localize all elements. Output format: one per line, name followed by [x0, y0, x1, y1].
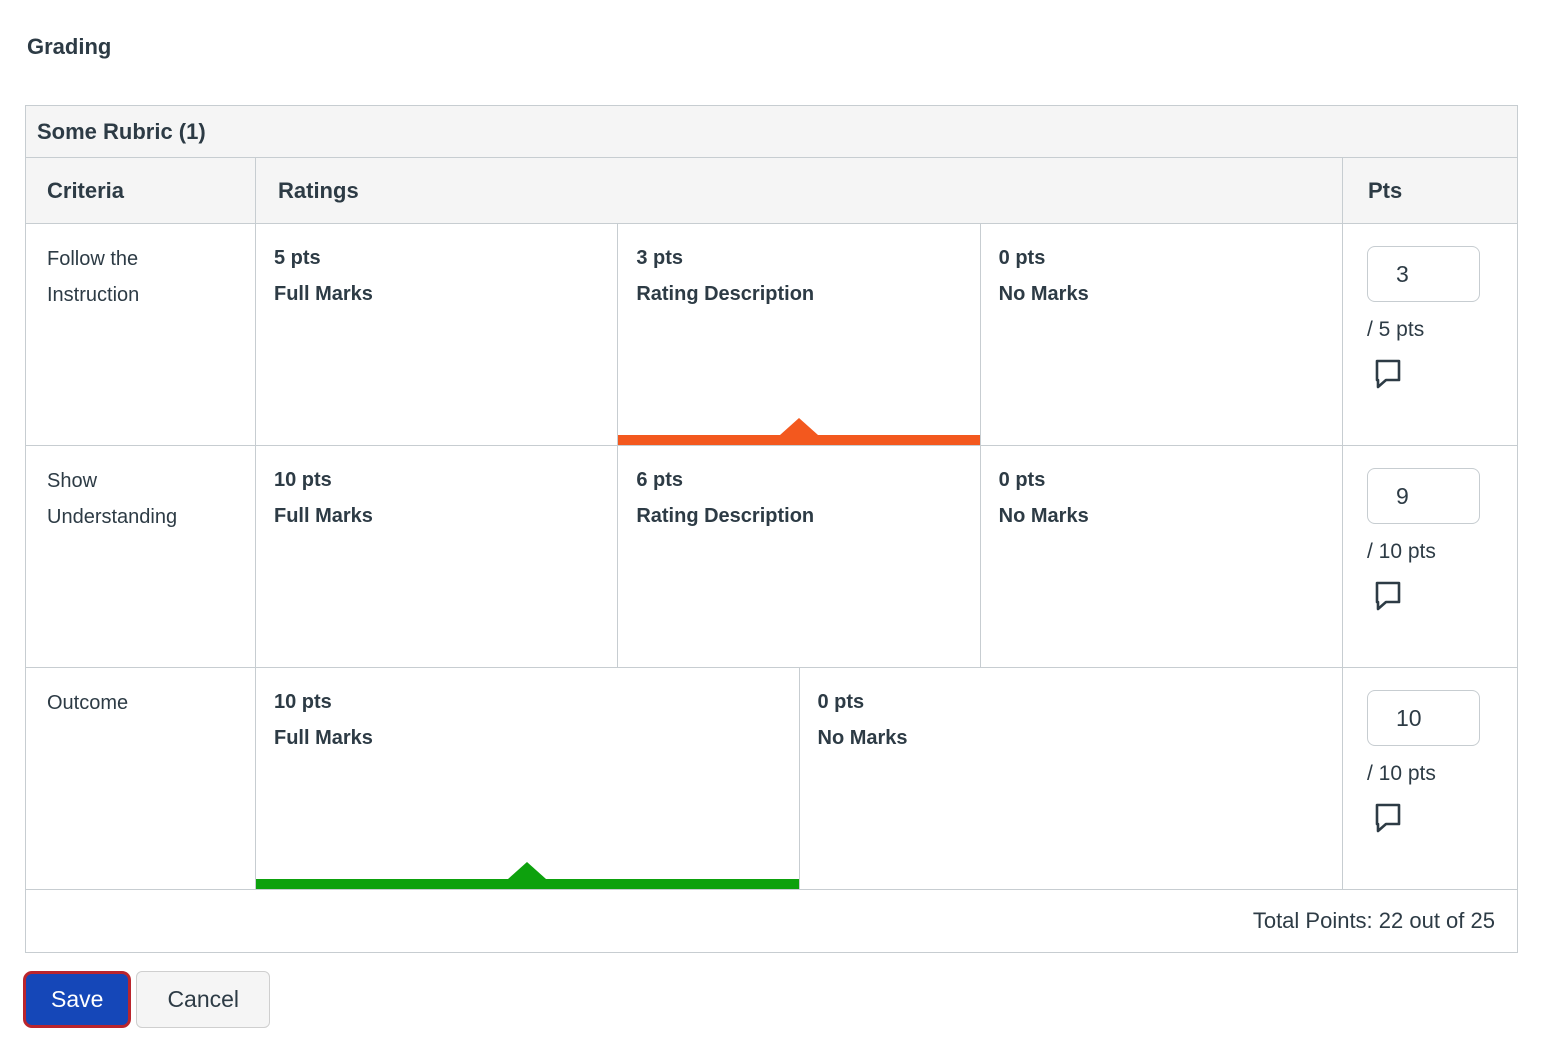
criterion-label: Follow the Instruction: [26, 224, 256, 445]
rating-label: No Marks: [817, 727, 908, 749]
page-title: Grading: [27, 34, 112, 59]
pts-cell: / 5 pts: [1342, 224, 1517, 445]
rating-cell-rating-description[interactable]: 6 pts Rating Description: [618, 446, 981, 667]
rating-points: 0 pts: [817, 691, 865, 713]
rating-points: 3 pts: [636, 247, 684, 269]
rubric-row-show-understanding: Show Understanding 10 pts Full Marks 6 p…: [26, 446, 1517, 668]
rating-label: Full Marks: [274, 505, 373, 527]
cancel-button[interactable]: Cancel: [136, 971, 271, 1028]
score-input[interactable]: [1367, 468, 1480, 524]
comment-bubble-icon: [1375, 803, 1401, 833]
rating-cell-rating-description[interactable]: 3 pts Rating Description: [618, 224, 981, 445]
pts-cell: / 10 pts: [1342, 668, 1517, 889]
rating-points: 10 pts: [274, 691, 332, 713]
action-buttons: Save Cancel: [23, 971, 1548, 1028]
comment-button[interactable]: [1370, 576, 1406, 612]
rating-cell-full-marks[interactable]: 10 pts Full Marks: [256, 668, 800, 889]
selected-rating-pointer: [779, 418, 818, 435]
ratings-group: 10 pts Full Marks 0 pts No Marks: [256, 668, 1342, 889]
rating-label: Full Marks: [274, 283, 373, 305]
comment-bubble-icon: [1375, 359, 1401, 389]
ratings-group: 10 pts Full Marks 6 pts Rating Descripti…: [256, 446, 1342, 667]
rating-points: 5 pts: [274, 247, 321, 269]
selected-rating-marker: [618, 418, 980, 445]
rating-cell-no-marks[interactable]: 0 pts No Marks: [981, 224, 1342, 445]
rating-points: 6 pts: [636, 469, 684, 491]
out-of-points-label: / 10 pts: [1367, 762, 1436, 785]
total-points-row: Total Points: 22 out of 25: [26, 890, 1517, 952]
column-header-ratings: Ratings: [278, 177, 359, 203]
selected-rating-pointer: [508, 862, 547, 879]
comment-button[interactable]: [1370, 798, 1406, 834]
rating-cell-full-marks[interactable]: 5 pts Full Marks: [256, 224, 619, 445]
rating-label: Rating Description: [636, 283, 815, 305]
criterion-label: Outcome: [26, 668, 256, 889]
out-of-points-label: / 10 pts: [1367, 540, 1436, 563]
save-button[interactable]: Save: [23, 971, 132, 1028]
rubric-column-headers: Criteria Ratings Pts: [26, 158, 1517, 224]
rating-label: Rating Description: [636, 505, 815, 527]
rubric-row-outcome: Outcome 10 pts Full Marks 0 pts No Marks…: [26, 668, 1517, 890]
rating-label: No Marks: [998, 505, 1089, 527]
rating-points: 0 pts: [998, 247, 1046, 269]
rating-label: Full Marks: [274, 727, 373, 749]
comment-bubble-icon: [1375, 581, 1401, 611]
rubric-table: Some Rubric (1) Criteria Ratings Pts Fol…: [25, 105, 1518, 953]
rating-cell-full-marks[interactable]: 10 pts Full Marks: [256, 446, 619, 667]
grading-page: Grading Some Rubric (1) Criteria Ratings…: [23, 34, 1548, 1028]
column-header-criteria: Criteria: [26, 158, 256, 223]
rating-points: 10 pts: [274, 469, 332, 491]
comment-button[interactable]: [1370, 354, 1406, 390]
rubric-row-follow-the-instruction: Follow the Instruction 5 pts Full Marks …: [26, 224, 1517, 446]
score-input[interactable]: [1367, 690, 1480, 746]
column-header-pts: Pts: [1342, 158, 1517, 223]
ratings-group: 5 pts Full Marks 3 pts Rating Descriptio…: [256, 224, 1342, 445]
total-points-label: Total Points: 22 out of 25: [1252, 908, 1495, 933]
rating-cell-no-marks[interactable]: 0 pts No Marks: [800, 668, 1343, 889]
selected-rating-marker: [256, 862, 799, 889]
score-input[interactable]: [1367, 246, 1480, 302]
rating-cell-no-marks[interactable]: 0 pts No Marks: [981, 446, 1342, 667]
rubric-title: Some Rubric (1): [26, 106, 1517, 158]
rating-label: No Marks: [998, 283, 1089, 305]
rating-points: 0 pts: [998, 469, 1046, 491]
out-of-points-label: / 5 pts: [1367, 318, 1425, 341]
pts-cell: / 10 pts: [1342, 446, 1517, 667]
criterion-label: Show Understanding: [26, 446, 256, 667]
